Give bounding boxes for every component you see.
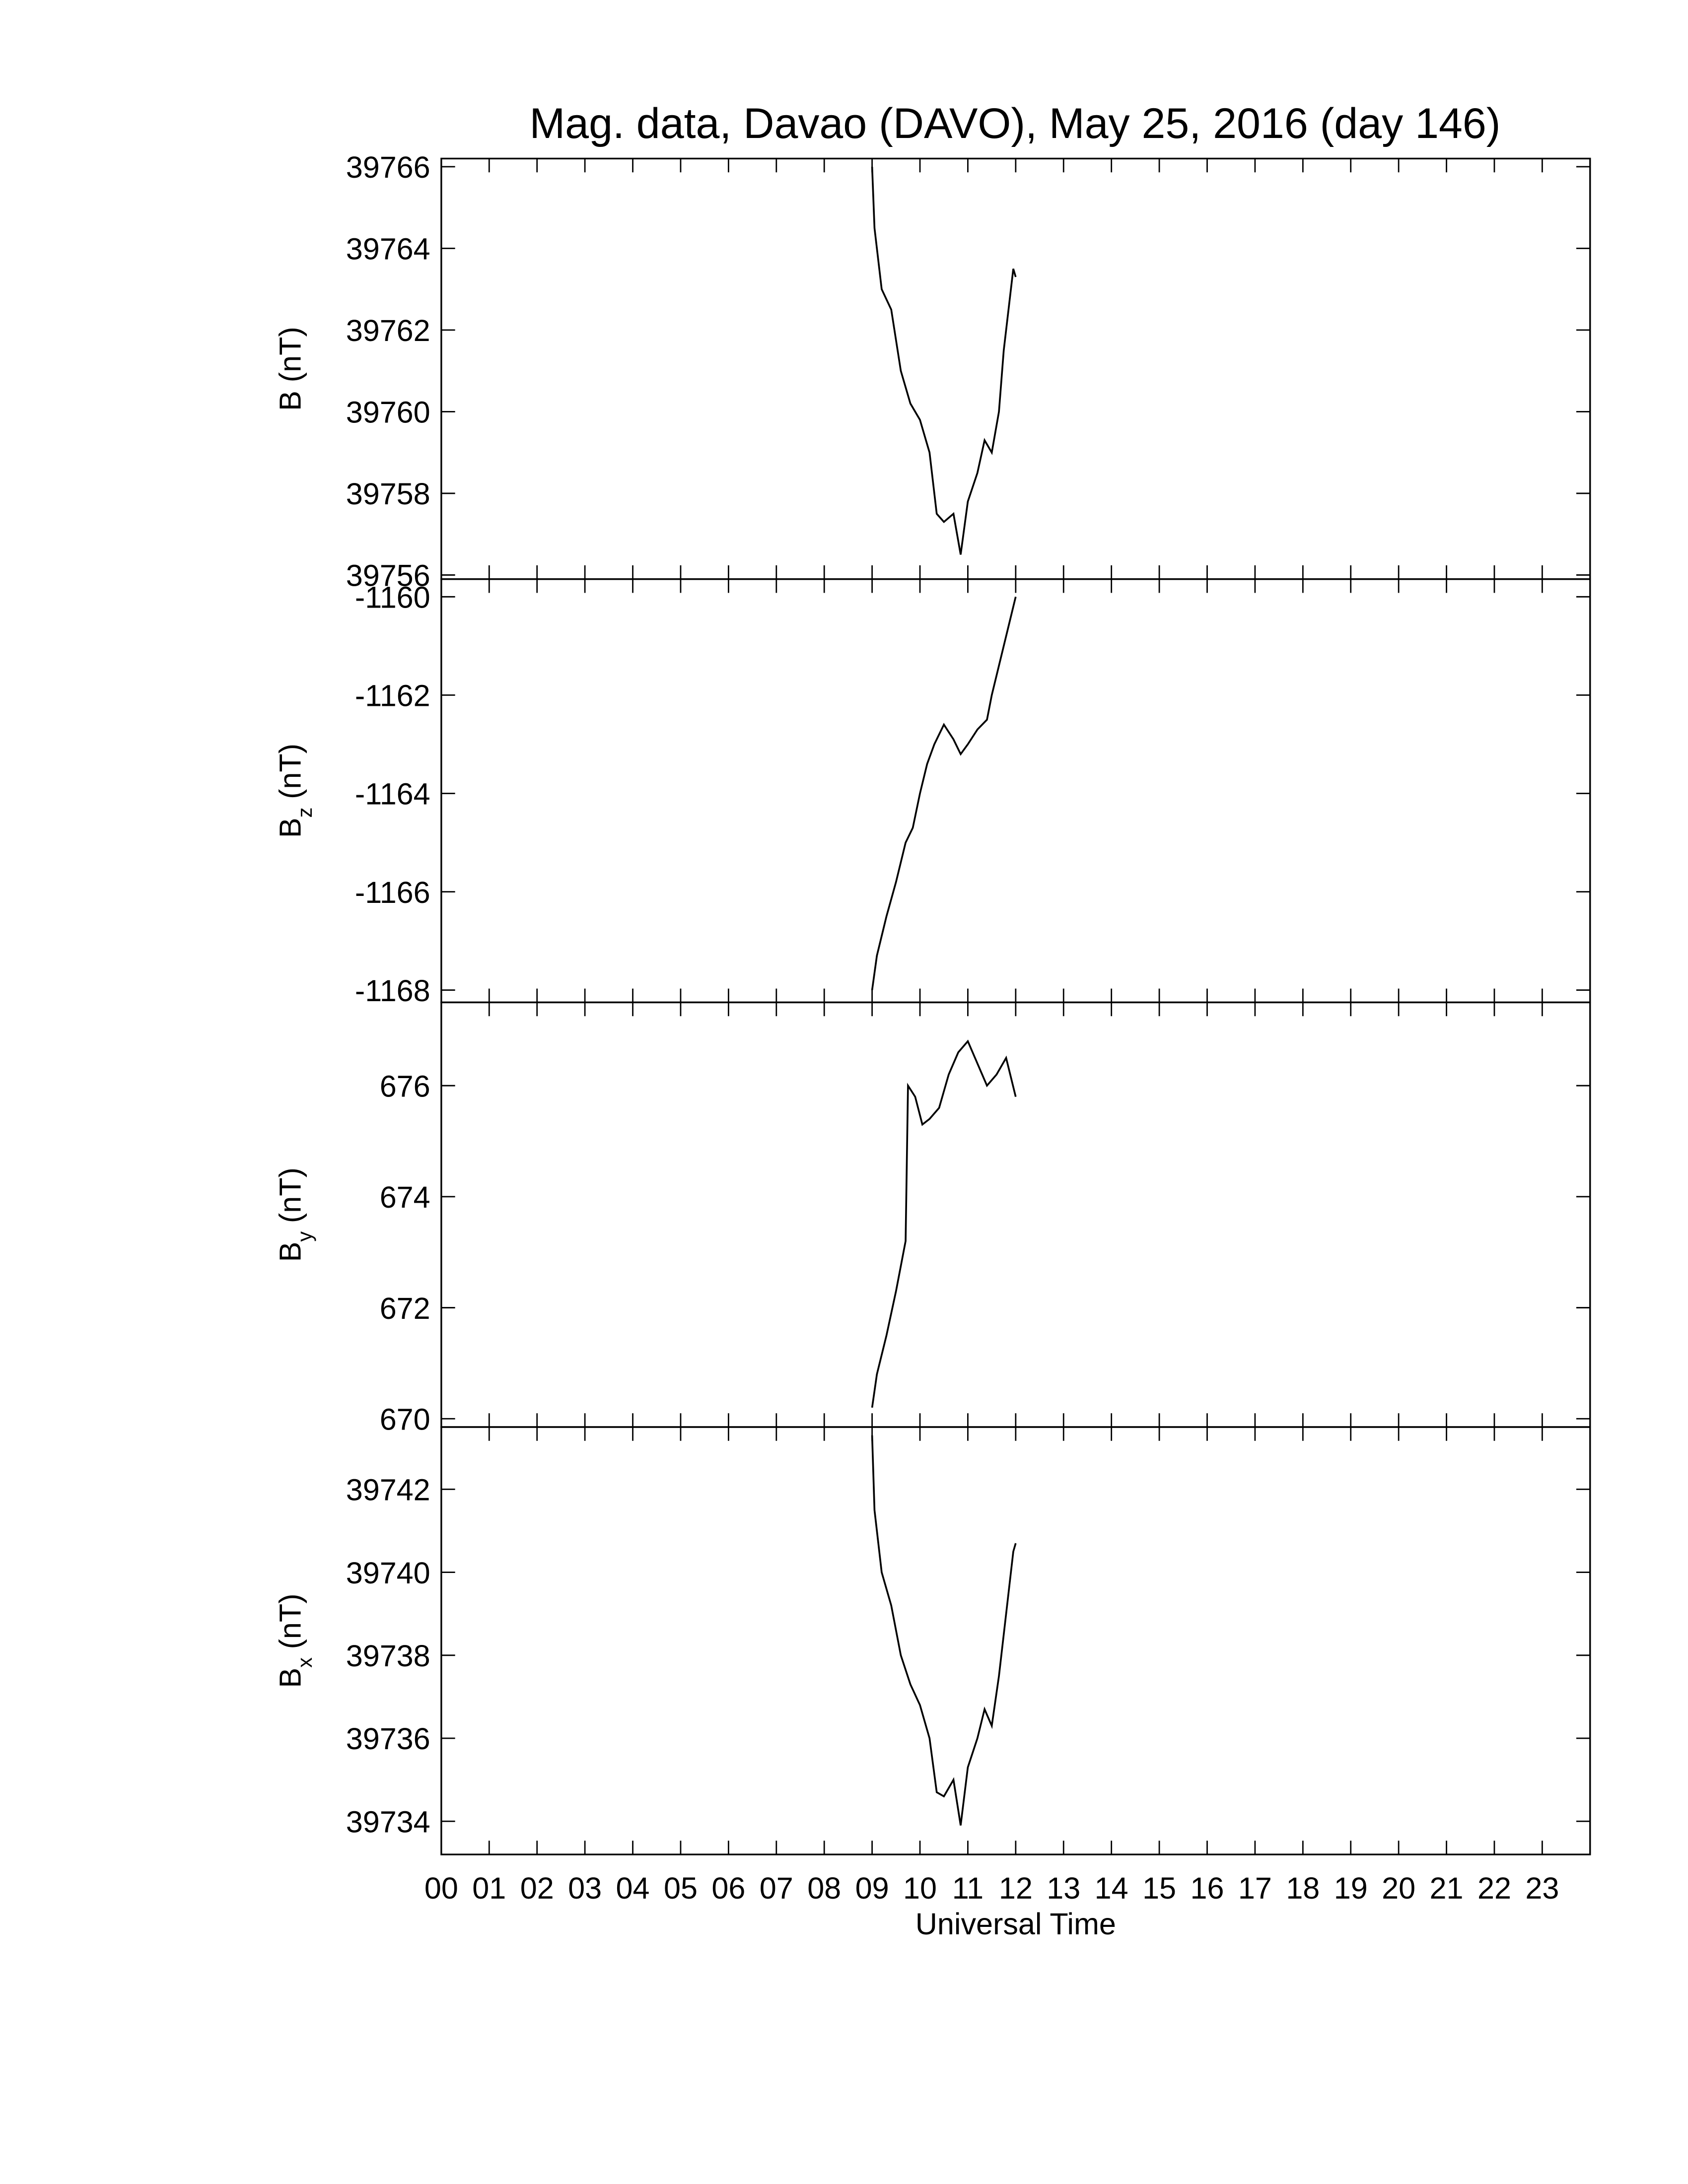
plot-frame (440, 1001, 1591, 1428)
x-tick-label: 11 (952, 1871, 984, 1905)
y-axis-label-symbol: B (274, 818, 307, 838)
x-tick-label: 18 (1286, 1871, 1320, 1905)
y-axis-label-unit: (nT) (274, 1593, 307, 1649)
x-tick-label: 04 (616, 1871, 650, 1905)
y-tick-label: -1166 (355, 876, 430, 909)
y-axis-label-subscript: z (293, 808, 316, 818)
x-tick-label: 09 (855, 1871, 889, 1905)
data-line (871, 1435, 1017, 1826)
y-tick-label: 39740 (346, 1556, 430, 1590)
y-tick-label: -1162 (355, 679, 430, 713)
y-tick-label: 39766 (346, 150, 430, 184)
x-tick-label: 06 (711, 1871, 745, 1905)
data-line (871, 166, 1017, 555)
x-tick-label: 13 (1047, 1871, 1080, 1905)
x-tick-label: 17 (1238, 1871, 1272, 1905)
x-tick-label: 12 (999, 1871, 1033, 1905)
data-line (871, 1039, 1017, 1408)
y-tick-label: 39758 (346, 477, 430, 511)
x-tick-label: 20 (1382, 1871, 1415, 1905)
y-axis-label-subscript: y (293, 1231, 316, 1242)
x-tick-label: 03 (568, 1871, 602, 1905)
y-axis-label: B (nT) (274, 327, 307, 411)
x-tick-label: 10 (903, 1871, 937, 1905)
y-tick-label: 676 (380, 1069, 430, 1103)
y-tick-label: -1164 (355, 777, 430, 811)
y-tick-label: 39742 (346, 1473, 430, 1507)
y-tick-label: 670 (380, 1402, 430, 1436)
y-tick-label: 39760 (346, 396, 430, 429)
x-tick-label: 07 (760, 1871, 793, 1905)
y-axis-label-symbol: B (274, 1242, 307, 1262)
x-tick-label: 14 (1095, 1871, 1128, 1905)
x-tick-label: 05 (664, 1871, 698, 1905)
x-tick-label: 15 (1142, 1871, 1176, 1905)
x-tick-label: 16 (1190, 1871, 1224, 1905)
y-tick-label: -1168 (355, 974, 430, 1008)
x-tick-label: 22 (1477, 1871, 1511, 1905)
x-tick-label: 08 (807, 1871, 841, 1905)
y-tick-label: 39756 (346, 559, 430, 593)
y-axis-label-symbol: B (274, 1668, 307, 1688)
plot-frame (440, 1426, 1591, 1855)
x-tick-label: 02 (520, 1871, 554, 1905)
plot-frame (440, 578, 1591, 1004)
y-axis-label-subscript: x (293, 1657, 316, 1668)
x-tick-label: 01 (472, 1871, 506, 1905)
y-tick-label: 39762 (346, 314, 430, 347)
y-axis-label-unit: (nT) (274, 1167, 307, 1223)
y-axis-label: Bx (nT) (274, 1593, 316, 1688)
x-tick-label: 00 (424, 1871, 458, 1905)
y-tick-label: 674 (380, 1180, 430, 1214)
plot-frame (440, 157, 1591, 580)
x-tick-label: 21 (1430, 1871, 1464, 1905)
x-tick-label: 23 (1525, 1871, 1559, 1905)
y-tick-label: 39764 (346, 232, 430, 266)
y-tick-label: 39734 (346, 1805, 430, 1839)
y-axis-label: By (nT) (274, 1167, 316, 1262)
data-line (871, 596, 1017, 990)
x-axis-label: Universal Time (915, 1907, 1116, 1941)
y-axis-label-unit: (nT) (274, 744, 307, 799)
y-tick-label: -1160 (355, 581, 430, 614)
chart-title: Mag. data, Davao (DAVO), May 25, 2016 (d… (529, 100, 1500, 147)
y-tick-label: 39738 (346, 1639, 430, 1673)
y-axis-label: Bz (nT) (274, 744, 316, 838)
y-tick-label: 672 (380, 1292, 430, 1325)
x-tick-label: 19 (1334, 1871, 1368, 1905)
y-tick-label: 39736 (346, 1722, 430, 1756)
